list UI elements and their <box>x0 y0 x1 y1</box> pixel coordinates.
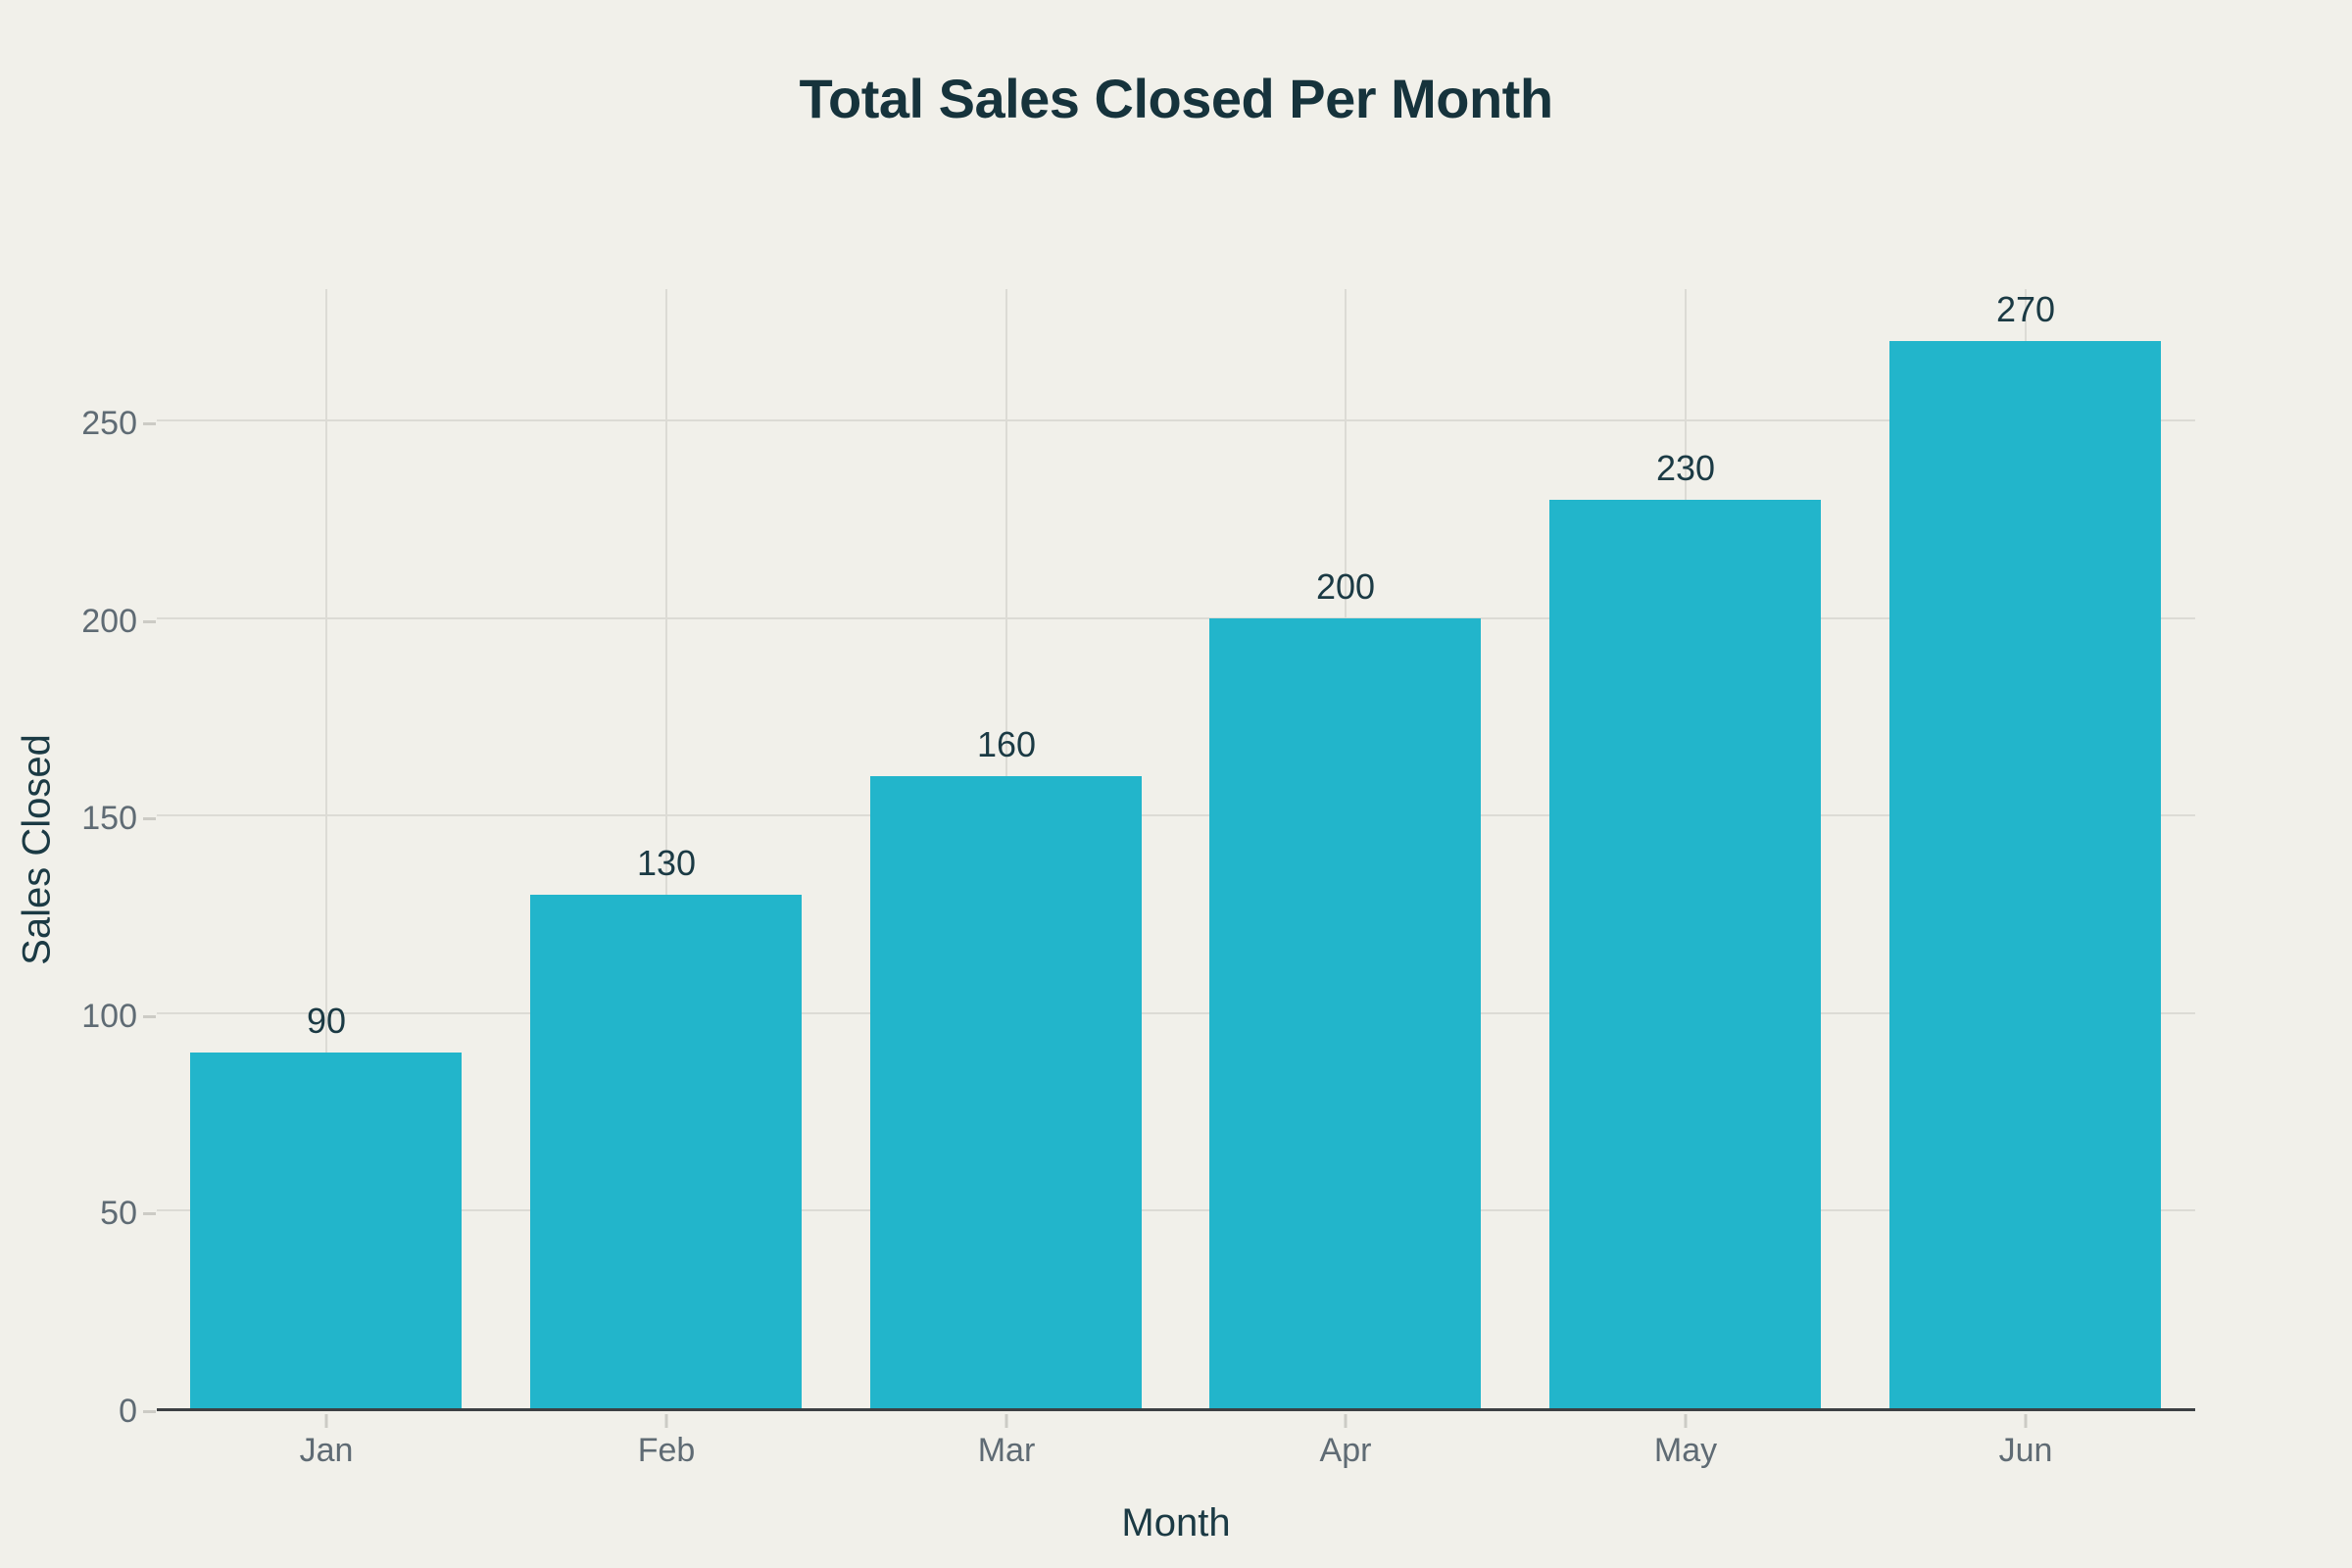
x-tick-label: Jun <box>1998 1432 2053 1469</box>
bar-value-label: 160 <box>976 724 1037 764</box>
y-tick-label: 200 <box>81 603 137 640</box>
y-tick-label: 150 <box>81 800 137 837</box>
x-tick-label: Mar <box>977 1432 1036 1469</box>
bar-may <box>1549 500 1821 1408</box>
x-tick-mark <box>1344 1414 1348 1428</box>
plot-area: 90 130 160 200 230 270 <box>157 289 2195 1411</box>
x-tick-mark <box>664 1414 668 1428</box>
bar-value-label: 130 <box>636 843 697 883</box>
bar-value-label: 200 <box>1315 566 1376 607</box>
gridline-vertical <box>665 289 667 1408</box>
gridline-horizontal <box>157 814 2195 816</box>
x-tick-mark <box>324 1414 328 1428</box>
y-tick-mark <box>143 817 156 820</box>
bar-value-label: 270 <box>1995 289 2056 329</box>
x-tick-mark <box>1004 1414 1008 1428</box>
gridline-vertical <box>325 289 327 1408</box>
x-tick-label: May <box>1653 1432 1718 1469</box>
x-tick-label: Apr <box>1319 1432 1372 1469</box>
y-tick-label: 50 <box>100 1195 137 1232</box>
chart-title: Total Sales Closed Per Month <box>799 68 1553 129</box>
bar-value-label: 230 <box>1655 448 1716 488</box>
gridline-horizontal <box>157 617 2195 619</box>
bar-feb <box>530 895 802 1408</box>
x-tick-label: Jan <box>299 1432 354 1469</box>
x-tick-mark <box>1684 1414 1688 1428</box>
x-axis-label: Month <box>1121 1501 1231 1544</box>
gridline-horizontal <box>157 1012 2195 1014</box>
y-tick-mark <box>143 1410 156 1413</box>
gridline-horizontal <box>157 1209 2195 1211</box>
y-tick-mark <box>143 422 156 425</box>
y-tick-label: 0 <box>119 1393 137 1430</box>
x-tick-label: Feb <box>637 1432 696 1469</box>
bar-jun <box>1889 341 2161 1408</box>
y-tick-mark <box>143 620 156 623</box>
bar-apr <box>1209 618 1481 1408</box>
bar-mar <box>870 776 1142 1408</box>
y-tick-mark <box>143 1212 156 1215</box>
y-tick-label: 250 <box>81 405 137 442</box>
bar-value-label: 90 <box>306 1001 347 1041</box>
bar-jan <box>190 1053 462 1408</box>
y-tick-mark <box>143 1015 156 1018</box>
y-tick-label: 100 <box>81 998 137 1035</box>
y-axis-label: Sales Closed <box>15 734 59 965</box>
gridline-horizontal <box>157 419 2195 421</box>
x-tick-mark <box>2024 1414 2028 1428</box>
